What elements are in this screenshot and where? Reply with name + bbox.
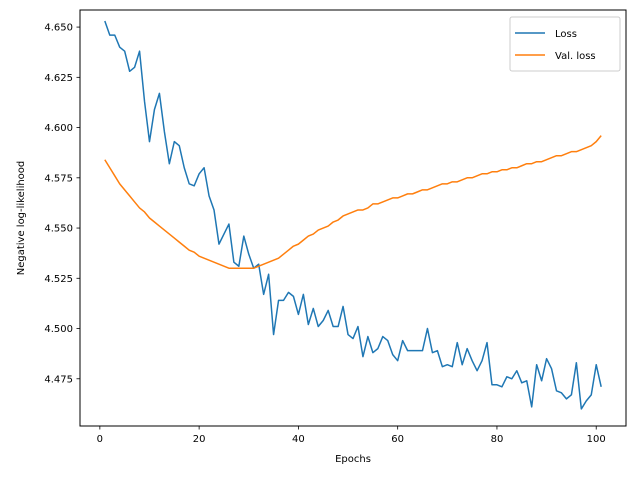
x-tick-label: 100 xyxy=(587,434,606,445)
legend-box xyxy=(509,16,621,72)
y-tick-label: 4.475 xyxy=(44,374,73,385)
legend-label-val-loss: Val. loss xyxy=(555,51,596,62)
x-tick-label: 40 xyxy=(292,434,305,445)
x-tick-label: 80 xyxy=(491,434,504,445)
x-axis: 0 20 40 60 80 100 xyxy=(97,426,606,445)
series-line-loss xyxy=(104,20,602,410)
series-line-val-loss xyxy=(104,135,602,269)
y-tick-label: 4.650 xyxy=(44,23,73,34)
y-axis: 4.475 4.500 4.525 4.550 4.575 4.600 4.625 4.650 xyxy=(44,23,80,385)
y-tick-label: 4.600 xyxy=(44,123,73,134)
x-tick-label: 20 xyxy=(193,434,206,445)
y-tick-label: 4.525 xyxy=(44,274,73,285)
legend-label-loss: Loss xyxy=(555,29,577,40)
x-tick-label: 0 xyxy=(97,434,103,445)
y-tick-label: 4.625 xyxy=(44,73,73,84)
plot-lines xyxy=(104,20,602,410)
x-axis-label: Epochs xyxy=(335,454,371,465)
y-tick-label: 4.575 xyxy=(44,173,73,184)
plot-frame xyxy=(79,9,627,427)
legend: Loss Val. loss xyxy=(509,16,621,72)
y-tick-label: 4.550 xyxy=(44,224,73,235)
x-tick-label: 60 xyxy=(391,434,404,445)
y-tick-label: 4.500 xyxy=(44,324,73,335)
y-axis-label: Negative log-likelihood xyxy=(16,161,27,276)
